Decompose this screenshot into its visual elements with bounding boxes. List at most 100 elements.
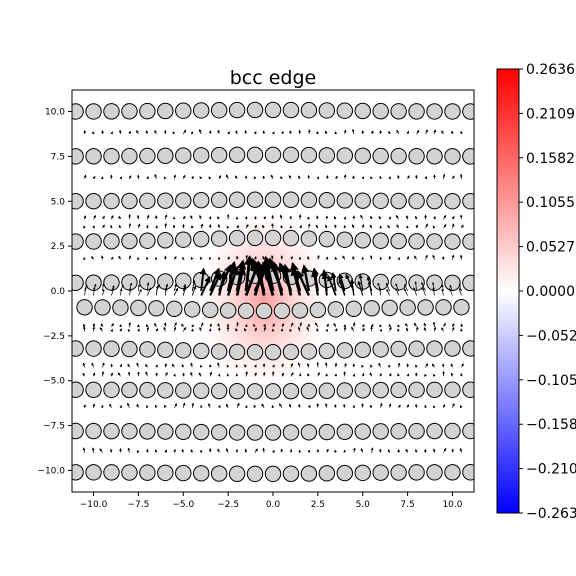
displacement-arrow xyxy=(119,176,123,180)
displacement-arrow xyxy=(91,255,94,260)
displacement-arrow xyxy=(102,288,105,296)
displacement-arrow xyxy=(297,362,301,368)
atom xyxy=(408,422,425,440)
displacement-arrow xyxy=(316,215,319,220)
displacement-arrow xyxy=(279,403,283,408)
displacement-arrow xyxy=(325,373,329,377)
displacement-arrow xyxy=(109,448,113,453)
displacement-arrow xyxy=(109,224,113,229)
displacement-arrow xyxy=(182,215,186,220)
displacement-arrow xyxy=(397,256,400,261)
displacement-arrow xyxy=(405,323,408,328)
atom xyxy=(264,229,282,247)
atom xyxy=(408,464,425,481)
displacement-arrow xyxy=(236,321,239,327)
displacement-arrow xyxy=(299,322,302,328)
displacement-arrow xyxy=(451,175,455,180)
y-tick-label: 0.0 xyxy=(51,287,66,297)
atom xyxy=(354,464,371,482)
displacement-arrow xyxy=(279,214,283,220)
atom xyxy=(282,424,300,441)
displacement-arrow xyxy=(369,372,373,377)
displacement-arrow xyxy=(146,282,150,292)
displacement-arrow xyxy=(245,224,249,229)
displacement-arrow xyxy=(263,216,266,220)
displacement-arrow xyxy=(362,327,365,332)
atom xyxy=(121,423,138,440)
displacement-arrow xyxy=(326,448,329,453)
atom xyxy=(103,103,120,120)
displacement-arrow xyxy=(406,130,410,135)
atom xyxy=(426,381,443,399)
x-tick-label: 5.0 xyxy=(356,500,371,510)
atom xyxy=(121,232,138,250)
atom xyxy=(157,423,174,440)
displacement-arrow xyxy=(414,255,417,260)
displacement-arrow xyxy=(413,322,417,328)
atom xyxy=(103,148,120,165)
x-tick-label: −7.5 xyxy=(127,500,149,510)
displacement-arrow xyxy=(306,326,310,332)
atom xyxy=(462,233,474,250)
displacement-arrow xyxy=(360,447,364,453)
colorbar-tick-label: −0.1582 xyxy=(526,417,576,433)
atom xyxy=(264,424,282,441)
displacement-arrow xyxy=(271,405,275,409)
displacement-arrow xyxy=(235,328,238,332)
atom xyxy=(426,274,443,291)
displacement-arrow xyxy=(253,404,257,408)
colorbar-tick-label: 0.1582 xyxy=(526,151,575,167)
displacement-arrow xyxy=(357,280,364,296)
displacement-arrow xyxy=(450,372,454,377)
displacement-arrow xyxy=(421,282,426,292)
displacement-arrow xyxy=(451,323,455,328)
displacement-arrow xyxy=(351,128,355,135)
displacement-arrow xyxy=(325,224,328,229)
atom xyxy=(76,299,93,316)
displacement-arrow xyxy=(325,403,328,408)
displacement-arrow xyxy=(191,324,194,328)
displacement-arrow xyxy=(262,175,266,179)
atom xyxy=(444,233,461,250)
atom xyxy=(103,274,120,291)
atom xyxy=(390,423,407,440)
displacement-arrow xyxy=(154,404,158,408)
displacement-arrow xyxy=(91,447,95,453)
colorbar-tick-label: 0.2636 xyxy=(526,62,575,78)
displacement-arrow xyxy=(361,223,365,229)
x-tick-label: −5.0 xyxy=(172,500,194,510)
atom xyxy=(175,382,192,399)
displacement-arrow xyxy=(425,223,428,229)
x-tick-label: 7.5 xyxy=(400,500,414,510)
y-tick-label: −2.5 xyxy=(43,332,65,342)
atom xyxy=(121,381,138,399)
displacement-arrow xyxy=(244,405,248,409)
displacement-arrow xyxy=(83,174,87,179)
displacement-arrow xyxy=(109,403,112,408)
displacement-arrow xyxy=(443,447,447,453)
displacement-arrow xyxy=(298,175,301,180)
atom xyxy=(175,272,192,290)
atom xyxy=(121,274,138,291)
atom xyxy=(426,148,443,165)
displacement-arrow xyxy=(432,254,436,260)
atom xyxy=(210,191,228,209)
atom xyxy=(157,232,174,249)
displacement-arrow xyxy=(217,129,221,135)
displacement-arrow xyxy=(405,448,409,453)
displacement-arrow xyxy=(296,270,310,296)
displacement-arrow xyxy=(307,404,311,408)
atom xyxy=(103,464,120,481)
atom xyxy=(390,464,407,481)
atom xyxy=(390,192,407,210)
displacement-arrow xyxy=(146,175,149,180)
displacement-arrow xyxy=(404,288,408,296)
displacement-arrow xyxy=(138,288,142,296)
colorbar xyxy=(496,68,520,514)
displacement-arrow xyxy=(100,323,104,328)
displacement-arrow xyxy=(432,287,435,296)
atom xyxy=(210,102,228,119)
displacement-arrow xyxy=(281,372,285,377)
displacement-arrow xyxy=(307,223,311,229)
displacement-arrow xyxy=(226,265,239,296)
